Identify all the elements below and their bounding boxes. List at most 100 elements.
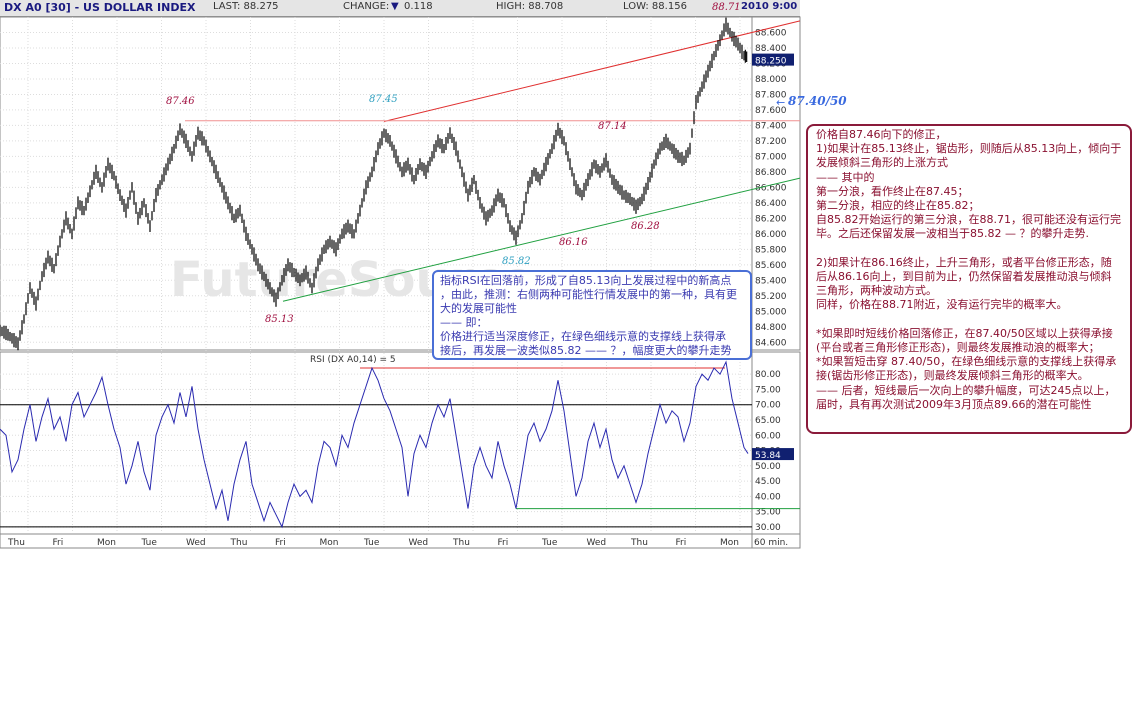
price-annotation: 87.40/50 [788, 94, 847, 108]
price-y-tick: 85.800 [755, 245, 787, 255]
note-line: 价格进行适当深度修正，在绿色细线示意的支撑线上获得承 [440, 330, 726, 343]
change-label: CHANGE: [343, 1, 390, 12]
rsi-value-marker [752, 448, 794, 461]
note-line: ，由此，推测：右侧两种可能性行情发展中的第一种，具有更 [440, 288, 737, 301]
rsi-y-tick: 65.00 [755, 416, 781, 426]
rsi-y-tick: 80.00 [755, 370, 781, 380]
note-line: 届时，具有再次测试2009年3月顶点89.66的潜在可能性 [816, 397, 1092, 411]
price-annotation: 86.28 [631, 221, 660, 232]
note-line: 毕。之后还保留发展一波相当于85.82 — ？的攀升走势. [816, 227, 1089, 241]
note-line: 指标RSI在回落前，形成了自85.13向上发展过程中的新高点 [440, 274, 732, 287]
x-tick-label: Tue [541, 538, 558, 548]
rsi-y-tick: 45.00 [755, 477, 781, 487]
current-price-label: 88.250 [755, 57, 787, 67]
rsi-value-label: 53.84 [755, 451, 781, 461]
x-axis-frame [0, 533, 801, 549]
price-y-tick: 87.400 [755, 121, 787, 131]
price-y-tick: 85.000 [755, 307, 787, 317]
price-y-tick: 87.800 [755, 90, 787, 100]
x-tick-label: Thu [7, 538, 25, 548]
x-tick-label: Fri [53, 538, 64, 548]
x-tick-label: Fri [498, 538, 509, 548]
note-line: 2)如果计在86.16终止，上升三角形，或者平台修正形态，随 [816, 255, 1112, 269]
note-line: 三角形，两种波动方式。 [816, 284, 937, 298]
x-tick-label: Fri [275, 538, 286, 548]
note-line: 后从86.16向上，到目前为止，仍然保留着发展推动浪与倾斜 [816, 270, 1112, 284]
price-annotation: 86.16 [559, 237, 588, 248]
x-tick-label: Thu [230, 538, 248, 548]
note-line: 第二分浪，相应的终止在85.82； [816, 199, 980, 213]
price-annotation: 85.82 [502, 256, 531, 267]
note-line: 同样，价格在88.71附近，没有运行完毕的概率大。 [816, 298, 1068, 312]
price-annotation: 88.71 [712, 2, 741, 13]
rsi-panel-frame [0, 351, 801, 535]
note-line: 接后，再发展一波类似85.82 —— ？，幅度更大的攀升走势 [440, 344, 732, 357]
rsi-y-tick: 40.00 [755, 492, 781, 502]
note-line: 发展倾斜三角形的上涨方式 [816, 156, 948, 170]
price-y-tick: 84.800 [755, 323, 787, 333]
price-y-tick: 88.600 [755, 28, 787, 38]
note-line [816, 242, 1122, 256]
last-price-readout: LAST: 88.275 [213, 1, 279, 12]
arrow-left-icon: ← [776, 96, 785, 109]
x-tick-label: Mon [720, 538, 739, 548]
current-price-marker [752, 53, 794, 66]
price-y-tick: 86.200 [755, 214, 787, 224]
x-axis-unit: 60 min. [754, 538, 788, 548]
x-tick-label: Thu [452, 538, 470, 548]
chart-symbol-title: DX A0 [30] - US DOLLAR INDEX [4, 1, 196, 14]
note-line: (平台或者三角形修正形态)，则最终发展推动浪的概率大； [816, 341, 1100, 355]
note-line: —— 后者，短线最后一次向上的攀升幅度，可达245点以上， [816, 383, 1116, 397]
x-tick-label: Mon [320, 538, 339, 548]
note-line [816, 313, 1122, 327]
down-arrow-icon: ▼ [391, 1, 399, 12]
note-line: *如果即时短线价格回落修正，在87.40/50区域以上获得承接 [816, 326, 1113, 340]
price-y-tick: 85.600 [755, 261, 787, 271]
note-line: 1)如果计在85.13终止，锯齿形，则随后从85.13向上，倾向于 [816, 142, 1122, 156]
price-annotation: 87.45 [369, 94, 398, 105]
chart-header-bar: DX A0 [30] - US DOLLAR INDEX LAST: 88.27… [0, 0, 800, 17]
price-y-tick: 87.200 [755, 137, 787, 147]
price-y-tick: 88.000 [755, 75, 787, 85]
x-tick-label: Mon [97, 538, 116, 548]
note-line: 接(锯齿形修正形态)，则最终发展倾斜三角形的概率大。 [816, 369, 1089, 383]
price-y-tick: 87.600 [755, 106, 787, 116]
note-line: —— 其中的 [816, 170, 875, 184]
rsi-y-tick: 35.00 [755, 508, 781, 518]
note-line: 自85.82开始运行的第三分浪，在88.71，很可能还没有运行完 [816, 213, 1121, 227]
low-price-readout: LOW: 88.156 [623, 1, 687, 12]
price-y-tick: 88.400 [755, 44, 787, 54]
resistance-trendline [383, 20, 801, 123]
rsi-title: RSI (DX A0,14) = 5 [310, 355, 396, 365]
x-tick-label: Tue [141, 538, 158, 548]
rsi-y-tick: 75.00 [755, 385, 781, 395]
note-line: 价格自87.46向下的修正， [816, 128, 947, 141]
rsi-y-tick: 50.00 [755, 462, 781, 472]
note-line: 第一分浪，看作终止在87.45； [816, 184, 969, 198]
price-y-tick: 85.400 [755, 276, 787, 286]
wave-analysis-note: 价格自87.46向下的修正， 1)如果计在85.13终止，锯齿形，则随后从85.1… [806, 124, 1132, 434]
note-line: *如果暂短击穿 87.40/50，在绿色细线示意的支撑线上获得承 [816, 355, 1117, 369]
rsi-y-tick: 60.00 [755, 431, 781, 441]
note-line: —— 即： [440, 316, 488, 329]
chart-date: 2010 9:00 [741, 1, 798, 12]
x-tick-label: Wed [587, 538, 607, 548]
price-annotation: 87.46 [166, 96, 195, 107]
price-y-tick: 86.800 [755, 168, 787, 178]
price-annotation: 87.14 [598, 121, 627, 132]
rsi-y-tick: 30.00 [755, 523, 781, 533]
note-line: 大的发展可能性 [440, 302, 517, 315]
price-annotation: 85.13 [265, 314, 294, 325]
change-value: 0.118 [404, 1, 433, 12]
x-tick-label: Fri [676, 538, 687, 548]
price-y-tick: 84.600 [755, 338, 787, 348]
x-tick-label: Wed [186, 538, 206, 548]
price-y-tick: 87.000 [755, 152, 787, 162]
rsi-y-tick: 70.00 [755, 401, 781, 411]
rsi-analysis-note: 指标RSI在回落前，形成了自85.13向上发展过程中的新高点 ，由此，推测：右侧两… [432, 270, 752, 360]
price-y-tick: 86.000 [755, 230, 787, 240]
x-tick-label: Thu [630, 538, 648, 548]
support-trendline [282, 177, 801, 302]
x-tick-label: Wed [409, 538, 429, 548]
high-price-readout: HIGH: 88.708 [496, 1, 564, 12]
